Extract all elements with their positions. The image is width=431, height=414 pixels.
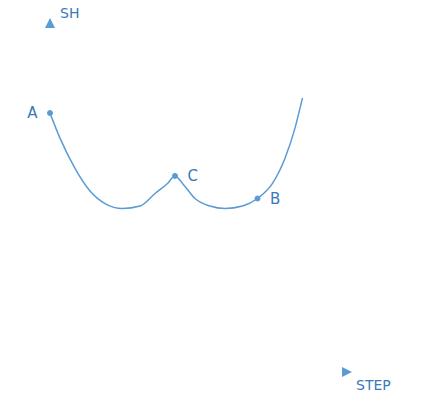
- svg-text:A: A: [27, 104, 38, 122]
- svg-text:B: B: [270, 190, 280, 208]
- svg-text:STEP: STEP: [356, 377, 391, 393]
- svg-text:C: C: [188, 167, 198, 185]
- svg-text:SH: SH: [60, 5, 79, 21]
